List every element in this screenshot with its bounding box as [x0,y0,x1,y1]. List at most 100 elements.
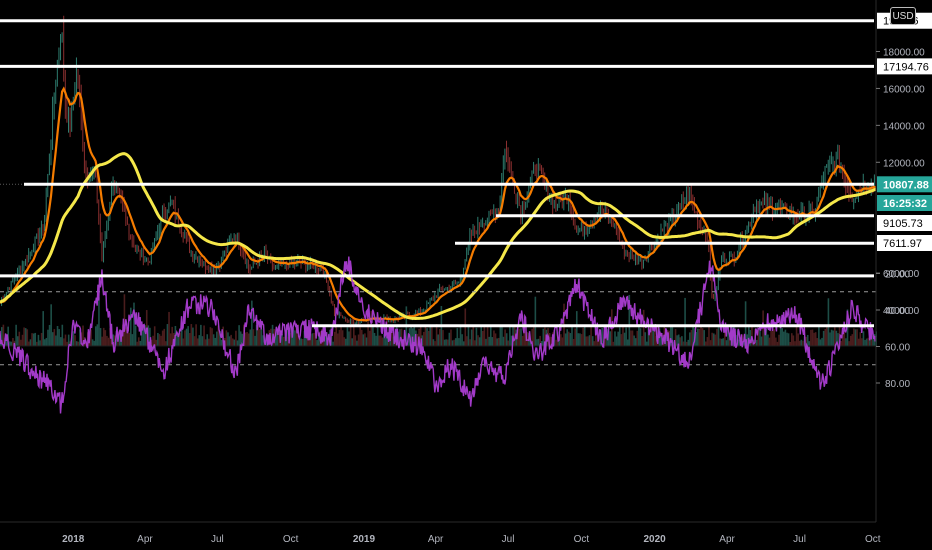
horizontal-levels[interactable] [0,19,874,328]
volume-bar [790,333,793,346]
volume-bar [861,338,863,346]
volume-bar [252,329,255,346]
volume-bar [188,333,191,346]
volume-bar [773,329,776,346]
volume-bar [152,335,154,346]
rsi-axis[interactable]: 80.00 60.00 40.00 20.00 [876,270,910,391]
volume-bar [219,331,221,346]
volume-bar [69,341,72,346]
volume-bar [826,324,828,346]
volume-bar [437,334,439,346]
volume-bar [324,328,326,346]
volume-bar [485,338,487,346]
time-axis[interactable]: 2018 Apr Jul Oct 2019 Apr Jul Oct 2020 Apr Jul Oct [0,521,881,545]
volume-bar [246,331,248,346]
currency-badge[interactable]: USD [890,7,916,25]
price-tick-label: 4000.00 [883,306,920,317]
volume-bar [214,337,217,346]
volume-bar [446,339,449,346]
volume-bar [43,339,46,346]
volume-bar [15,324,17,346]
volume-bar [534,296,537,346]
volume-bar [472,326,475,346]
volume-bar [8,341,11,346]
volume-bar [560,334,562,346]
volume-bar [712,333,715,346]
volume-bar [684,297,686,346]
volume-bar [12,338,14,346]
volume-bar [580,334,583,346]
volume-bar [459,324,462,346]
volume-bar [448,332,451,346]
volume-bar [212,334,215,346]
volume-bar [354,335,357,346]
volume-bar [805,336,807,346]
volume-bar [37,334,40,346]
volume-bar [292,328,295,346]
volume-bar [233,339,236,346]
volume-bar [335,325,338,346]
volume-bar [391,332,393,346]
volume-bar [763,328,766,346]
volume-bar [787,333,790,346]
volume-bar [470,329,473,346]
volume-bar [744,301,747,346]
volume-bar [591,336,594,346]
volume-bar [317,332,320,346]
volume-bar [16,336,19,346]
volume-bar [778,334,780,346]
volume-bar [779,326,782,346]
price-tag-label: 9105.73 [883,218,923,230]
volume-bar [854,329,857,346]
rsi-pane[interactable] [0,256,877,414]
volume-bar [568,331,570,346]
volume-bar [574,328,576,346]
volume-bar [550,336,553,346]
volume-bar [604,331,607,346]
volume-bar [618,327,621,346]
volume-bar [701,328,704,346]
volume-bar [802,340,804,346]
volume-bar [614,331,616,346]
volume-bar [203,325,205,346]
volume-bar [139,340,142,346]
volume-bar [819,339,822,346]
volume-bar [636,330,639,346]
volume-bar [770,330,772,346]
volume-bar [539,335,541,346]
rsi-tick-label: 80.00 [885,379,910,390]
price-tick-label: 6000.00 [883,269,920,280]
volume-bar [286,327,288,346]
volume-bar [96,324,99,346]
volume-bar [462,341,465,346]
rsi-line [0,256,877,414]
volume-bar [623,332,626,346]
volume-bar [380,335,382,346]
volume-bar [416,333,419,346]
volume-bar [596,340,599,346]
volume-bar [294,330,296,346]
volume-bar [360,329,363,346]
time-tick-label: 2018 [62,534,85,545]
volume-bar [816,338,819,346]
volume-bar [649,327,651,346]
volume-bar [650,325,653,346]
volume-bar [510,335,513,346]
volume-bar [760,336,763,346]
volume-bar [641,336,643,346]
volume-bar [136,341,138,346]
volume-bar [247,333,250,346]
volume-bar [768,337,771,346]
price-axis[interactable]: 18000.00 16000.00 14000.00 12000.00 6000.00 4… [875,0,925,522]
volume-bar [75,341,78,346]
volume-bar [513,327,516,346]
volume-bar [467,326,470,346]
volume-bar [496,338,498,346]
time-tick-label: Oct [574,534,590,545]
volume-bar [810,329,812,346]
volume-bar [195,324,197,346]
volume-bar [709,340,712,346]
volume-bar [478,337,481,346]
volume-bar [91,339,94,346]
